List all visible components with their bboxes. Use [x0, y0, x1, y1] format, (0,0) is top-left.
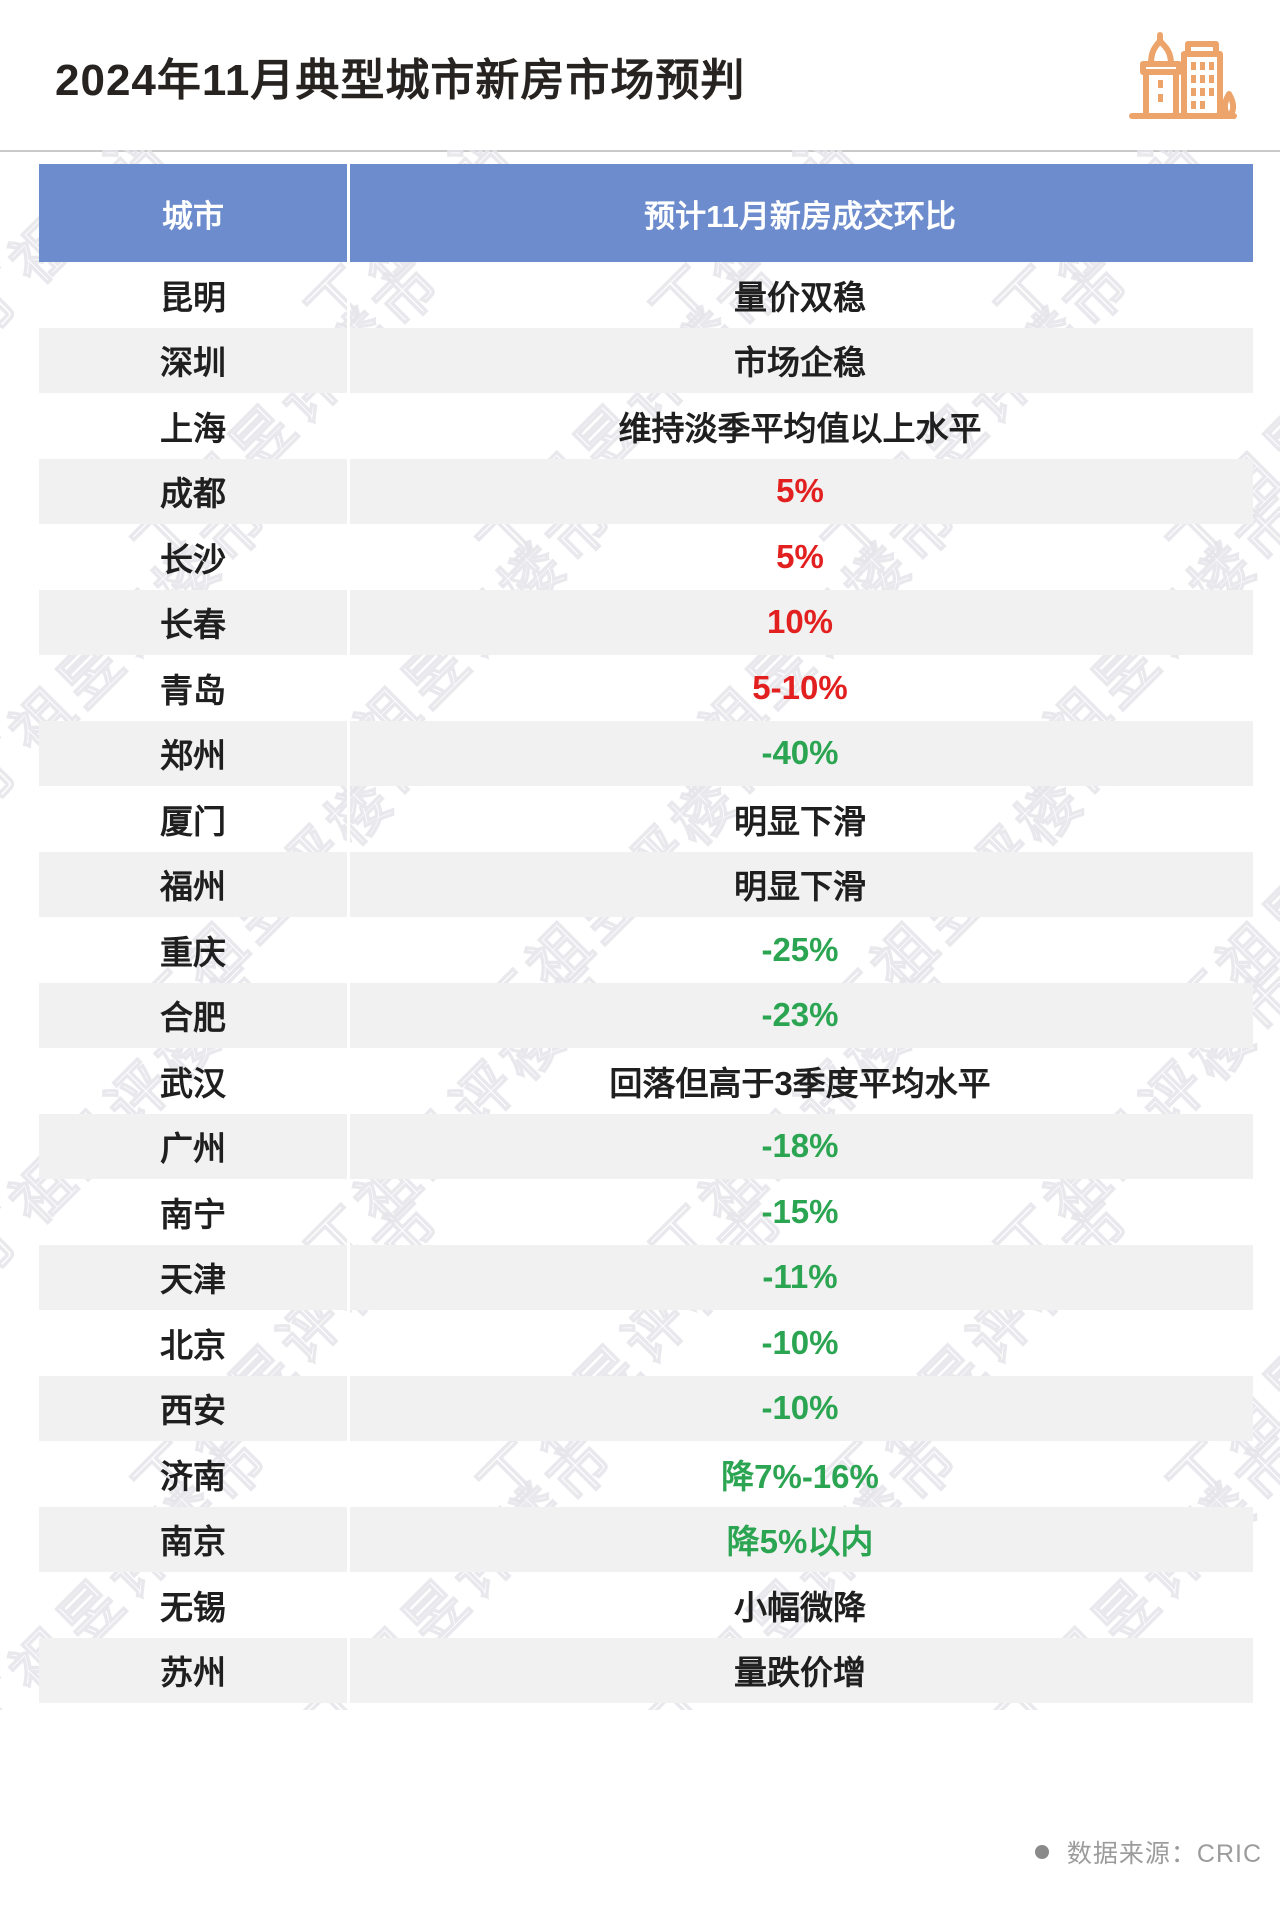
table-row: 上海 维持淡季平均值以上水平	[39, 393, 1253, 459]
bullet-dot-icon	[1034, 1845, 1049, 1859]
value-cell: 明显下滑	[734, 802, 866, 840]
value-cell: 10%	[766, 603, 834, 641]
city-cell: 厦门	[160, 802, 226, 840]
value-cell: 市场企稳	[734, 344, 866, 382]
value-cell: 明显下滑	[734, 868, 866, 906]
table-row: 青岛 5-10%	[39, 655, 1253, 721]
value-cell: -40%	[761, 734, 839, 772]
header-city: 城市	[162, 198, 224, 234]
value-cell: 小幅微降	[734, 1588, 866, 1626]
city-cell: 苏州	[160, 1654, 226, 1692]
value-cell: -10%	[761, 1389, 839, 1427]
table-row: 厦门 明显下滑	[39, 786, 1253, 852]
table-row: 武汉 回落但高于3季度平均水平	[39, 1048, 1253, 1114]
table-row: 长沙 5%	[39, 524, 1253, 590]
table-row: 南宁 -15%	[39, 1179, 1253, 1245]
page-title: 2024年11月典型城市新房市场预判	[55, 56, 746, 105]
table-row: 天津 -11%	[39, 1244, 1253, 1310]
table-row: 北京 -10%	[39, 1310, 1253, 1376]
city-cell: 长沙	[160, 540, 226, 578]
city-cell: 天津	[160, 1261, 226, 1299]
city-cell: 合肥	[160, 999, 226, 1037]
header-value: 预计11月新房成交环比	[644, 198, 956, 234]
city-cell: 广州	[160, 1130, 226, 1168]
value-cell: 维持淡季平均值以上水平	[618, 409, 982, 447]
table-row: 西安 -10%	[39, 1375, 1253, 1441]
column-divider	[347, 164, 350, 1703]
city-cell: 重庆	[160, 933, 226, 971]
table-row: 重庆 -25%	[39, 917, 1253, 983]
city-cell: 郑州	[160, 737, 226, 775]
table-row: 无锡 小幅微降	[39, 1572, 1253, 1638]
value-cell: -10%	[761, 1323, 839, 1361]
value-cell: -18%	[761, 1127, 839, 1165]
value-cell: 5-10%	[752, 668, 848, 706]
value-cell: 降7%-16%	[721, 1457, 879, 1495]
city-cell: 青岛	[160, 671, 226, 709]
city-cell: 深圳	[160, 344, 226, 382]
data-source-label: 数据来源：CRIC	[1066, 1840, 1262, 1868]
city-cell: 上海	[160, 409, 226, 447]
city-buildings-icon	[1124, 20, 1242, 124]
value-cell: -25%	[761, 930, 839, 968]
table-row: 合肥 -23%	[39, 982, 1253, 1048]
table-row: 长春 10%	[39, 589, 1253, 655]
table-row: 福州 明显下滑	[39, 851, 1253, 917]
forecast-table: 城市 预计11月新房成交环比 昆明 量价双稳 深圳 市场企稳 上海 维持淡季平均…	[39, 164, 1253, 1703]
city-cell: 福州	[160, 868, 226, 906]
table-header-row: 城市 预计11月新房成交环比	[39, 164, 1253, 262]
city-cell: 西安	[160, 1392, 226, 1430]
table-row: 南京 降5%以内	[39, 1506, 1253, 1572]
city-cell: 成都	[160, 475, 226, 513]
value-cell: 量价双稳	[734, 278, 866, 316]
value-cell: -11%	[762, 1258, 838, 1296]
table-row: 苏州 量跌价增	[39, 1637, 1253, 1703]
table-row: 济南 降7%-16%	[39, 1441, 1253, 1507]
table-row: 深圳 市场企稳	[39, 327, 1253, 393]
city-cell: 长春	[160, 606, 226, 644]
city-cell: 南京	[160, 1523, 226, 1561]
header-divider-line	[0, 150, 1280, 152]
value-cell: 降5%以内	[726, 1523, 874, 1561]
city-cell: 昆明	[160, 278, 226, 316]
value-cell: 5%	[776, 537, 824, 575]
city-cell: 武汉	[160, 1064, 226, 1102]
city-cell: 无锡	[160, 1588, 226, 1626]
value-cell: -15%	[761, 1192, 839, 1230]
table-row: 郑州 -40%	[39, 720, 1253, 786]
value-cell: 5%	[776, 472, 824, 510]
table-row: 成都 5%	[39, 458, 1253, 524]
city-cell: 南宁	[160, 1195, 226, 1233]
data-source-note: 数据来源：CRIC	[1034, 1834, 1262, 1870]
value-cell: 回落但高于3季度平均水平	[609, 1064, 991, 1102]
value-cell: -23%	[761, 996, 839, 1034]
value-cell: 量跌价增	[734, 1654, 866, 1692]
table-row: 广州 -18%	[39, 1113, 1253, 1179]
city-cell: 北京	[160, 1326, 226, 1364]
table-row: 昆明 量价双稳	[39, 262, 1253, 328]
table-body: 昆明 量价双稳 深圳 市场企稳 上海 维持淡季平均值以上水平 成都 5% 长沙 …	[39, 262, 1253, 1703]
city-cell: 济南	[160, 1457, 226, 1495]
